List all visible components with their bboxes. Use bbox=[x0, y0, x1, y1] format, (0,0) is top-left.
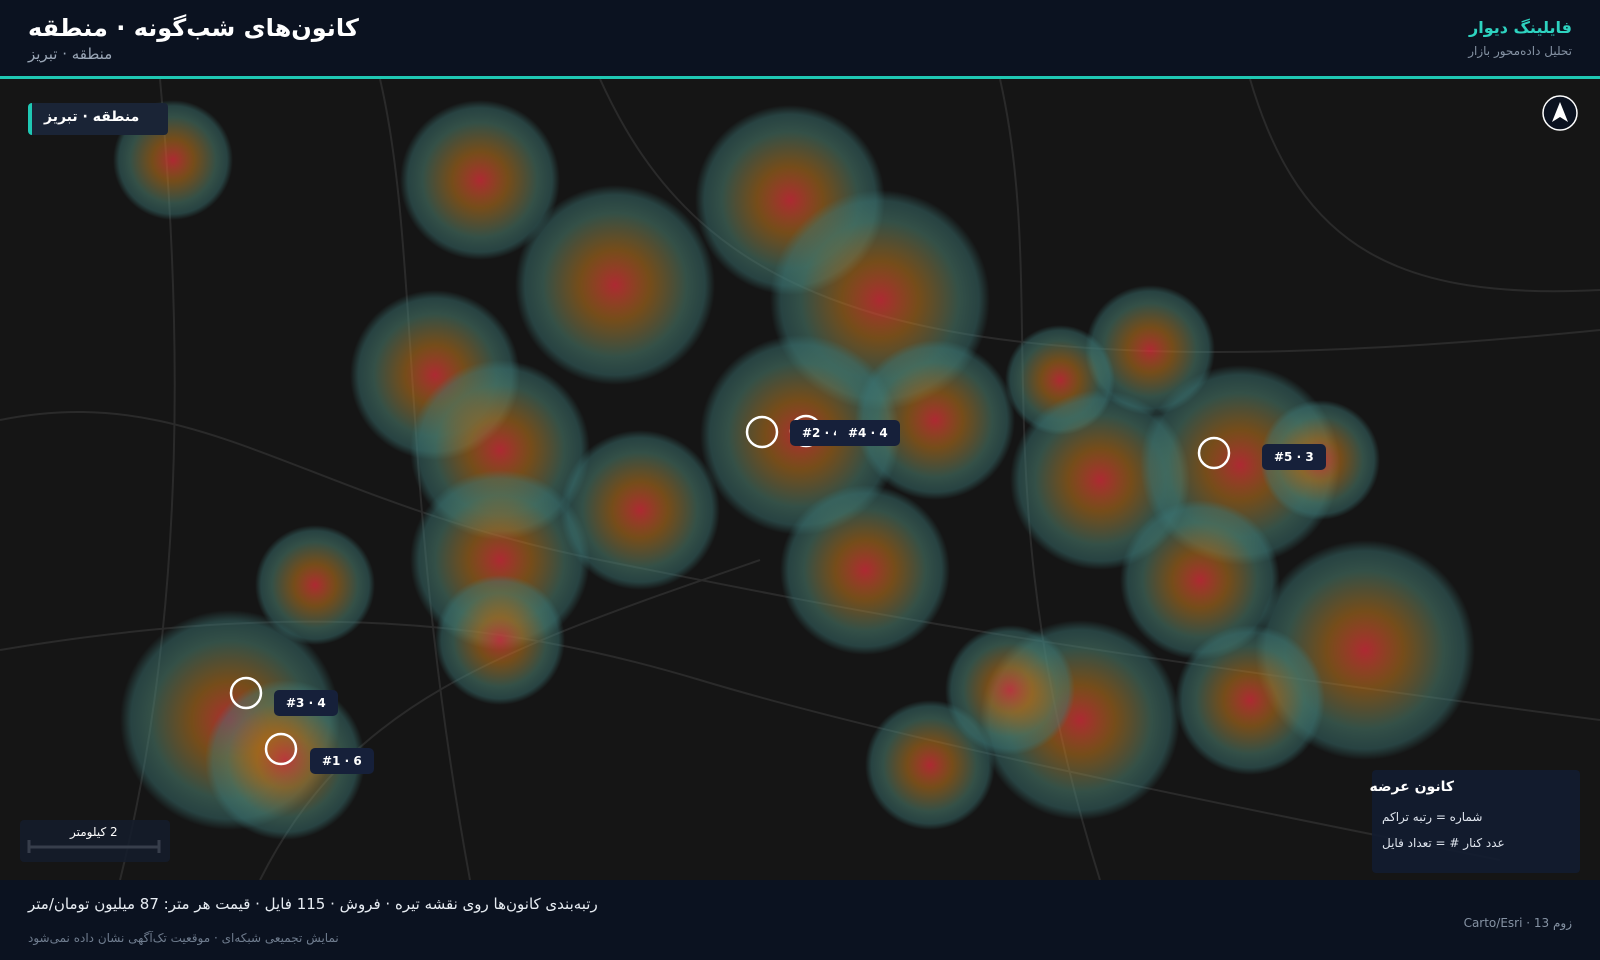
hotspot-label: #1 · 6 bbox=[310, 748, 374, 774]
hotspot-marker[interactable] bbox=[1197, 436, 1231, 470]
legend-title: کانون عرضه bbox=[1369, 779, 1454, 795]
legend-item: عدد کنار # = تعداد فایل bbox=[1382, 836, 1505, 850]
hotspot-marker[interactable] bbox=[745, 415, 779, 449]
title: کانون‌های شب‌گونه · منطقه bbox=[28, 14, 359, 42]
brand: فایلینگ دیوار bbox=[1469, 18, 1572, 37]
region-chip: منطقه · تبریز bbox=[28, 103, 168, 135]
header bbox=[0, 0, 1600, 79]
hotspot-label: #3 · 4 bbox=[274, 690, 338, 716]
subtitle: منطقه · تبریز bbox=[28, 45, 113, 63]
tagline: تحلیل داده‌محور بازار bbox=[1468, 44, 1572, 58]
footer-summary: رتبه‌بندی کانون‌ها روی نقشه تیره · فروش … bbox=[28, 895, 598, 913]
map bbox=[0, 79, 1600, 880]
hotspot-marker[interactable] bbox=[264, 732, 298, 766]
footer bbox=[0, 880, 1600, 960]
legend bbox=[1372, 770, 1580, 873]
hotspot-label: #5 · 3 bbox=[1262, 444, 1326, 470]
footer-note: نمایش تجمیعی شبکه‌ای · موقعیت تک‌آگهی نش… bbox=[28, 931, 339, 945]
hotspot-label: #4 · 4 bbox=[836, 420, 900, 446]
hotspot-marker[interactable] bbox=[229, 676, 263, 710]
footer-source: زوم 13 · Carto/Esri bbox=[1463, 916, 1572, 930]
region-chip-text: منطقه · تبریز bbox=[44, 109, 140, 125]
scale-box bbox=[20, 820, 170, 862]
legend-item: شماره = رتبه تراکم bbox=[1382, 810, 1483, 824]
scale-label: 2 کیلومتر bbox=[70, 825, 118, 839]
compass[interactable] bbox=[1542, 95, 1578, 131]
heatmap bbox=[113, 100, 1475, 840]
